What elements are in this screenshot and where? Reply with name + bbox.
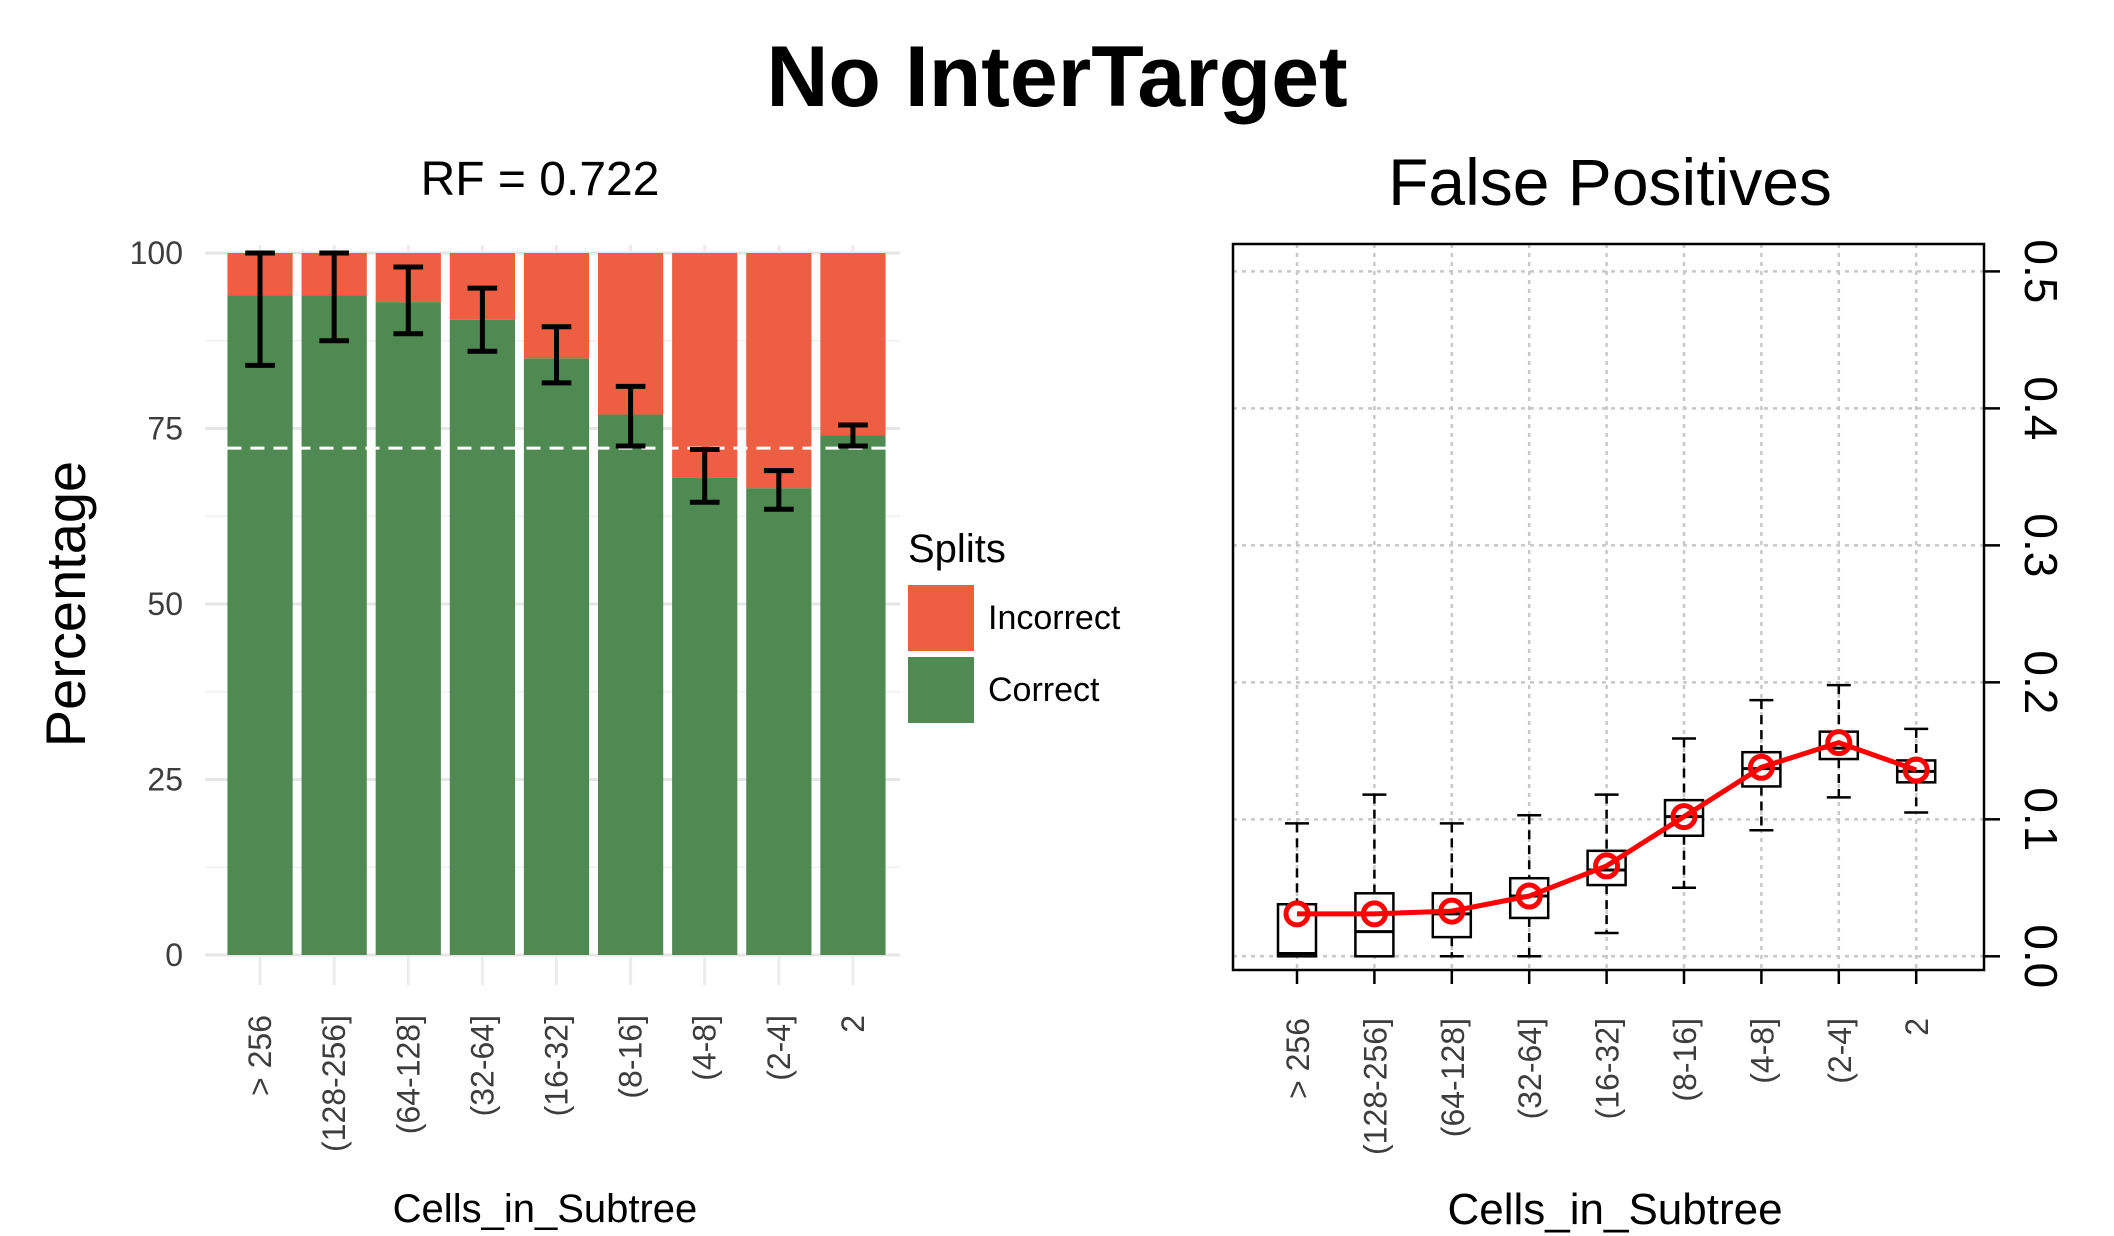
- x-tick-label: (4-8]: [687, 1015, 723, 1081]
- y-tick-label: 100: [130, 235, 183, 271]
- error-bar: [615, 383, 646, 449]
- mean-point: [1825, 729, 1853, 757]
- mean-line: [1297, 739, 1918, 917]
- x-tick-label: (32-64]: [1512, 1018, 1548, 1119]
- error-bar: [764, 468, 794, 512]
- x-tick-label: (2-4]: [1822, 1018, 1858, 1084]
- bar-correct: [746, 488, 812, 955]
- mean-point: [1593, 852, 1621, 880]
- mean-point: [1283, 900, 1311, 928]
- error-bar: [467, 285, 498, 354]
- false-positives-boxplot: 0.0 0.1 0.2 0.3 0.4 0.5 > 256 (128-256] (64-128]…: [1231, 145, 2067, 1234]
- x-axis-label: Cells_in_Subtree: [1447, 1185, 1782, 1234]
- error-bar: [541, 324, 572, 386]
- bar-correct: [672, 477, 738, 955]
- mean-point: [1515, 882, 1543, 910]
- x-tick-label: (16-32]: [1590, 1018, 1626, 1119]
- bar-correct: [820, 435, 886, 955]
- bar-correct: [449, 319, 515, 955]
- y-tick-label: 25: [147, 762, 183, 798]
- bar-correct: [301, 295, 367, 955]
- x-tick-label: > 256: [242, 1015, 278, 1096]
- error-bar: [838, 422, 868, 449]
- x-tick-label: (128-256]: [316, 1015, 352, 1152]
- main-title: No InterTarget: [766, 29, 1348, 125]
- y-tick-label: 0.2: [2015, 650, 2067, 714]
- accuracy-bar-chart: 0 25 50 75 100 > 256 (128-256] (64-128] (32-64] (…: [34, 153, 1121, 1231]
- x-tick-label: > 256: [1280, 1018, 1316, 1099]
- y-tick-label: 0.3: [2015, 513, 2067, 577]
- bar-incorrect: [672, 253, 738, 478]
- plot-frame: [1231, 242, 1986, 972]
- bar-incorrect: [820, 253, 886, 436]
- error-bar: [319, 250, 349, 344]
- error-bar: [245, 250, 275, 368]
- mean-point: [1438, 897, 1466, 925]
- legend-swatch: [908, 657, 974, 723]
- box: [1276, 822, 1318, 958]
- error-bar: [689, 447, 720, 505]
- x-tick-label: 2: [835, 1015, 871, 1033]
- x-tick-label: (4-8]: [1744, 1018, 1780, 1084]
- y-tick-label: 0.4: [2015, 376, 2067, 440]
- bar-correct: [523, 358, 590, 955]
- x-tick-label: (8-16]: [613, 1015, 649, 1099]
- x-tick-label: (64-128]: [390, 1015, 426, 1134]
- legend-swatch: [908, 585, 974, 651]
- mean-point: [1747, 753, 1775, 781]
- mean-point: [1902, 756, 1930, 784]
- mean-point: [1360, 900, 1388, 928]
- x-tick-label: (2-4]: [761, 1015, 797, 1081]
- x-tick-label: 2: [1899, 1018, 1935, 1036]
- x-tick-label: (16-32]: [539, 1015, 575, 1116]
- bar-incorrect: [746, 253, 812, 489]
- x-tick-label: (8-16]: [1667, 1018, 1703, 1102]
- bar-correct: [375, 302, 441, 955]
- y-tick-label: 50: [147, 586, 183, 622]
- y-tick-label: 75: [147, 411, 183, 447]
- x-axis-label: Cells_in_Subtree: [393, 1187, 698, 1231]
- subplot-title: RF = 0.722: [421, 153, 660, 206]
- legend-title: Splits: [908, 527, 1006, 571]
- bar-correct: [598, 414, 664, 956]
- legend: Splits Incorrect Correct: [908, 527, 1121, 723]
- legend-label: Incorrect: [988, 599, 1121, 637]
- mean-point: [1670, 803, 1698, 831]
- box: [1431, 822, 1473, 958]
- y-axis-label: Percentage: [34, 461, 97, 747]
- bar-correct: [227, 295, 293, 955]
- y-tick-label: 0.0: [2015, 924, 2067, 988]
- legend-label: Correct: [988, 671, 1100, 709]
- subplot-title: False Positives: [1388, 145, 1832, 219]
- y-tick-label: 0.1: [2015, 787, 2067, 851]
- y-tick-label: 0.5: [2015, 239, 2067, 303]
- error-bar: [393, 264, 424, 337]
- x-tick-label: (128-256]: [1357, 1018, 1393, 1155]
- x-tick-label: (32-64]: [464, 1015, 500, 1116]
- x-tick-label: (64-128]: [1435, 1018, 1471, 1137]
- y-tick-label: 0: [165, 937, 183, 973]
